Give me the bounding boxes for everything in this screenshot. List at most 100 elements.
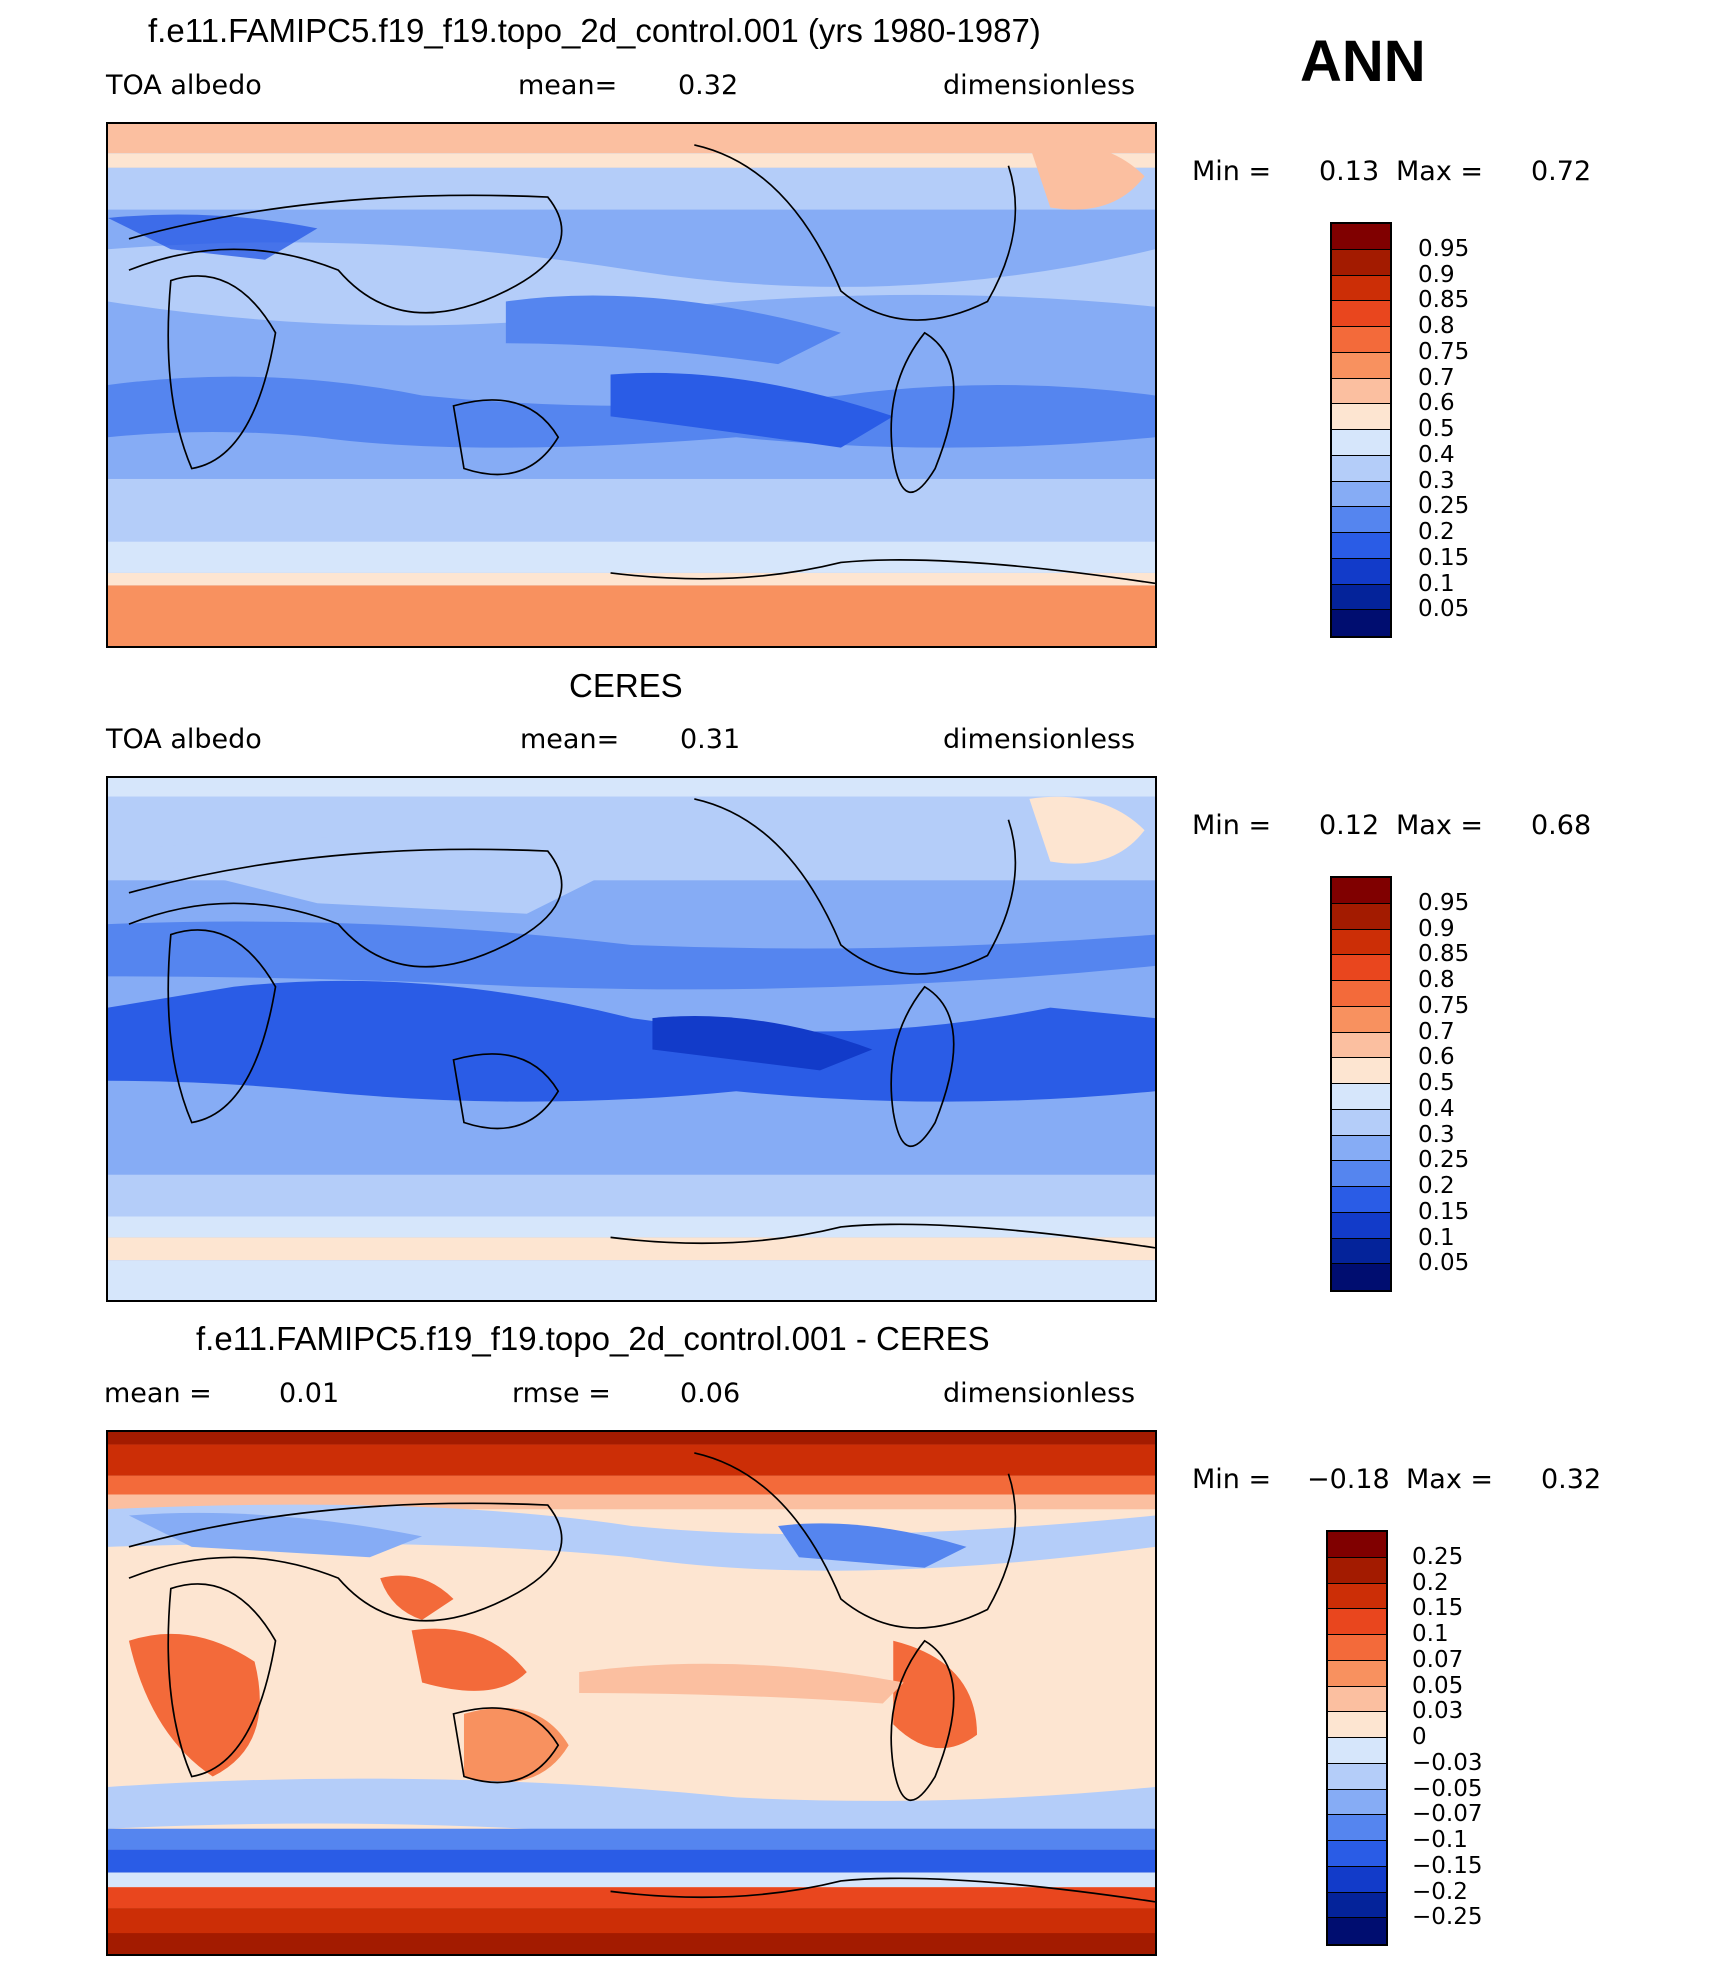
colorbar-swatch xyxy=(1328,1841,1386,1867)
colorbar-swatch xyxy=(1332,301,1390,327)
colorbar-tick-label: 0.4 xyxy=(1418,441,1455,468)
panel3-title: f.e11.FAMIPC5.f19_f19.topo_2d_control.00… xyxy=(196,1320,990,1357)
panel2-units: dimensionless xyxy=(943,724,1136,755)
colorbar-tick-label: 0.1 xyxy=(1412,1621,1449,1647)
colorbar-tick-label: 0.8 xyxy=(1418,967,1455,993)
colorbar-tick-label: 0.4 xyxy=(1418,1095,1455,1122)
colorbar-tick-label: 0.15 xyxy=(1418,1198,1470,1225)
colorbar-tick-label: 0.2 xyxy=(1418,1173,1455,1199)
colorbar-tick-label: 0.8 xyxy=(1418,313,1455,339)
panel1-min-value: 0.13 xyxy=(1319,156,1380,187)
colorbar-tick-label: 0.75 xyxy=(1418,992,1470,1019)
colorbar-swatch xyxy=(1328,1815,1386,1841)
colorbar-tick-label: 0.2 xyxy=(1418,519,1455,545)
colorbar-tick-label: 0.5 xyxy=(1418,1070,1455,1096)
panel1-mean-value: 0.32 xyxy=(678,70,739,101)
colorbar-tick-label: 0.15 xyxy=(1412,1595,1464,1622)
panel1-min-label: Min = xyxy=(1192,156,1272,187)
colorbar-tick-label: −0.07 xyxy=(1412,1801,1483,1828)
panel2-max-value: 0.68 xyxy=(1531,810,1592,841)
colorbar-swatch xyxy=(1332,558,1390,585)
colorbar-swatch xyxy=(1332,955,1390,981)
colorbar-tick-label: 0.03 xyxy=(1412,1698,1464,1725)
panel1-max-value: 0.72 xyxy=(1531,156,1592,187)
panel3-mean-label: mean = xyxy=(104,1378,212,1409)
panel2-title: CERES xyxy=(569,667,683,704)
colorbar-tick-label: 0.25 xyxy=(1418,493,1470,520)
colorbar-tick-label: 0.15 xyxy=(1418,544,1470,571)
colorbar-tick-label: −0.2 xyxy=(1412,1878,1468,1905)
colorbar-tick-label: 0.85 xyxy=(1418,287,1470,314)
colorbar-swatch xyxy=(1332,1084,1390,1110)
colorbar-swatch xyxy=(1328,1660,1386,1687)
colorbar-swatch xyxy=(1332,1135,1390,1162)
colorbar-tick-label: 0.25 xyxy=(1412,1543,1464,1570)
colorbar-tick-label: 0.07 xyxy=(1412,1646,1464,1673)
colorbar-swatch xyxy=(1332,1187,1390,1213)
colorbar-swatch xyxy=(1328,1738,1386,1764)
panel2-mean-label: mean= xyxy=(520,724,620,755)
colorbar-swatch xyxy=(1332,1032,1390,1059)
colorbar-tick-label: 0.6 xyxy=(1418,1044,1455,1071)
colorbar-swatch xyxy=(1328,1635,1386,1661)
colorbar-swatch xyxy=(1332,224,1390,250)
colorbar-tick-label: 0.75 xyxy=(1418,338,1470,365)
colorbar-swatch xyxy=(1328,1712,1386,1738)
panel1-map xyxy=(106,122,1157,648)
colorbar-tick-label: 0.7 xyxy=(1418,1018,1455,1045)
colorbar-swatch xyxy=(1332,584,1390,611)
colorbar-tick-label: 0.95 xyxy=(1418,235,1470,262)
panel3-max-value: 0.32 xyxy=(1541,1464,1602,1495)
panel1-variable-label: TOA albedo xyxy=(106,70,262,101)
panel2-min-value: 0.12 xyxy=(1319,810,1380,841)
colorbar-swatch xyxy=(1328,1789,1386,1816)
colorbar-swatch xyxy=(1328,1763,1386,1790)
colorbar-swatch xyxy=(1332,430,1390,456)
panel1-max-label: Max = xyxy=(1396,156,1484,187)
colorbar-swatch xyxy=(1332,1212,1390,1239)
colorbar-swatch xyxy=(1332,481,1390,508)
colorbar-swatch xyxy=(1332,327,1390,353)
colorbar-swatch xyxy=(1332,533,1390,559)
colorbar-swatch xyxy=(1332,275,1390,302)
panel1-title: f.e11.FAMIPC5.f19_f19.topo_2d_control.00… xyxy=(148,12,1041,49)
colorbar-swatch xyxy=(1328,1918,1386,1944)
colorbar-tick-label: 0.05 xyxy=(1418,596,1470,623)
panel3-min-value: −0.18 xyxy=(1307,1464,1390,1495)
colorbar-swatch xyxy=(1328,1532,1386,1558)
panel3-rmse-label: rmse = xyxy=(512,1378,611,1409)
colorbar-tick-label: −0.1 xyxy=(1412,1827,1468,1853)
colorbar-tick-label: 0.05 xyxy=(1412,1672,1464,1699)
colorbar-swatch xyxy=(1328,1892,1386,1919)
colorbar-swatch xyxy=(1332,378,1390,405)
panel1-units: dimensionless xyxy=(943,70,1136,101)
colorbar-tick-label: −0.05 xyxy=(1412,1775,1483,1802)
colorbar-swatch xyxy=(1332,610,1390,636)
panel1-colorbar xyxy=(1330,222,1392,638)
colorbar-swatch xyxy=(1332,981,1390,1007)
colorbar-swatch xyxy=(1332,1238,1390,1265)
panel2-colorbar xyxy=(1330,876,1392,1292)
panel2-max-label: Max = xyxy=(1396,810,1484,841)
colorbar-swatch xyxy=(1332,404,1390,430)
panel3-map-svg xyxy=(108,1432,1155,1954)
colorbar-tick-label: 0.3 xyxy=(1418,1121,1455,1148)
colorbar-swatch xyxy=(1332,878,1390,904)
colorbar-swatch xyxy=(1332,455,1390,482)
colorbar-tick-label: 0 xyxy=(1412,1724,1427,1750)
panel1-mean-label: mean= xyxy=(518,70,618,101)
colorbar-tick-label: 0.5 xyxy=(1418,416,1455,442)
colorbar-swatch xyxy=(1332,1161,1390,1187)
panel3-min-label: Min = xyxy=(1192,1464,1272,1495)
colorbar-tick-label: 0.9 xyxy=(1418,261,1455,288)
colorbar-tick-label: 0.6 xyxy=(1418,390,1455,417)
colorbar-swatch xyxy=(1328,1557,1386,1584)
colorbar-tick-label: 0.1 xyxy=(1418,1224,1455,1251)
colorbar-swatch xyxy=(1332,1109,1390,1136)
colorbar-swatch xyxy=(1332,1264,1390,1290)
colorbar-tick-label: 0.3 xyxy=(1418,467,1455,494)
panel2-map xyxy=(106,776,1157,1302)
colorbar-tick-label: 0.2 xyxy=(1412,1569,1449,1596)
colorbar-tick-label: −0.03 xyxy=(1412,1749,1483,1776)
panel3-units: dimensionless xyxy=(943,1378,1136,1409)
